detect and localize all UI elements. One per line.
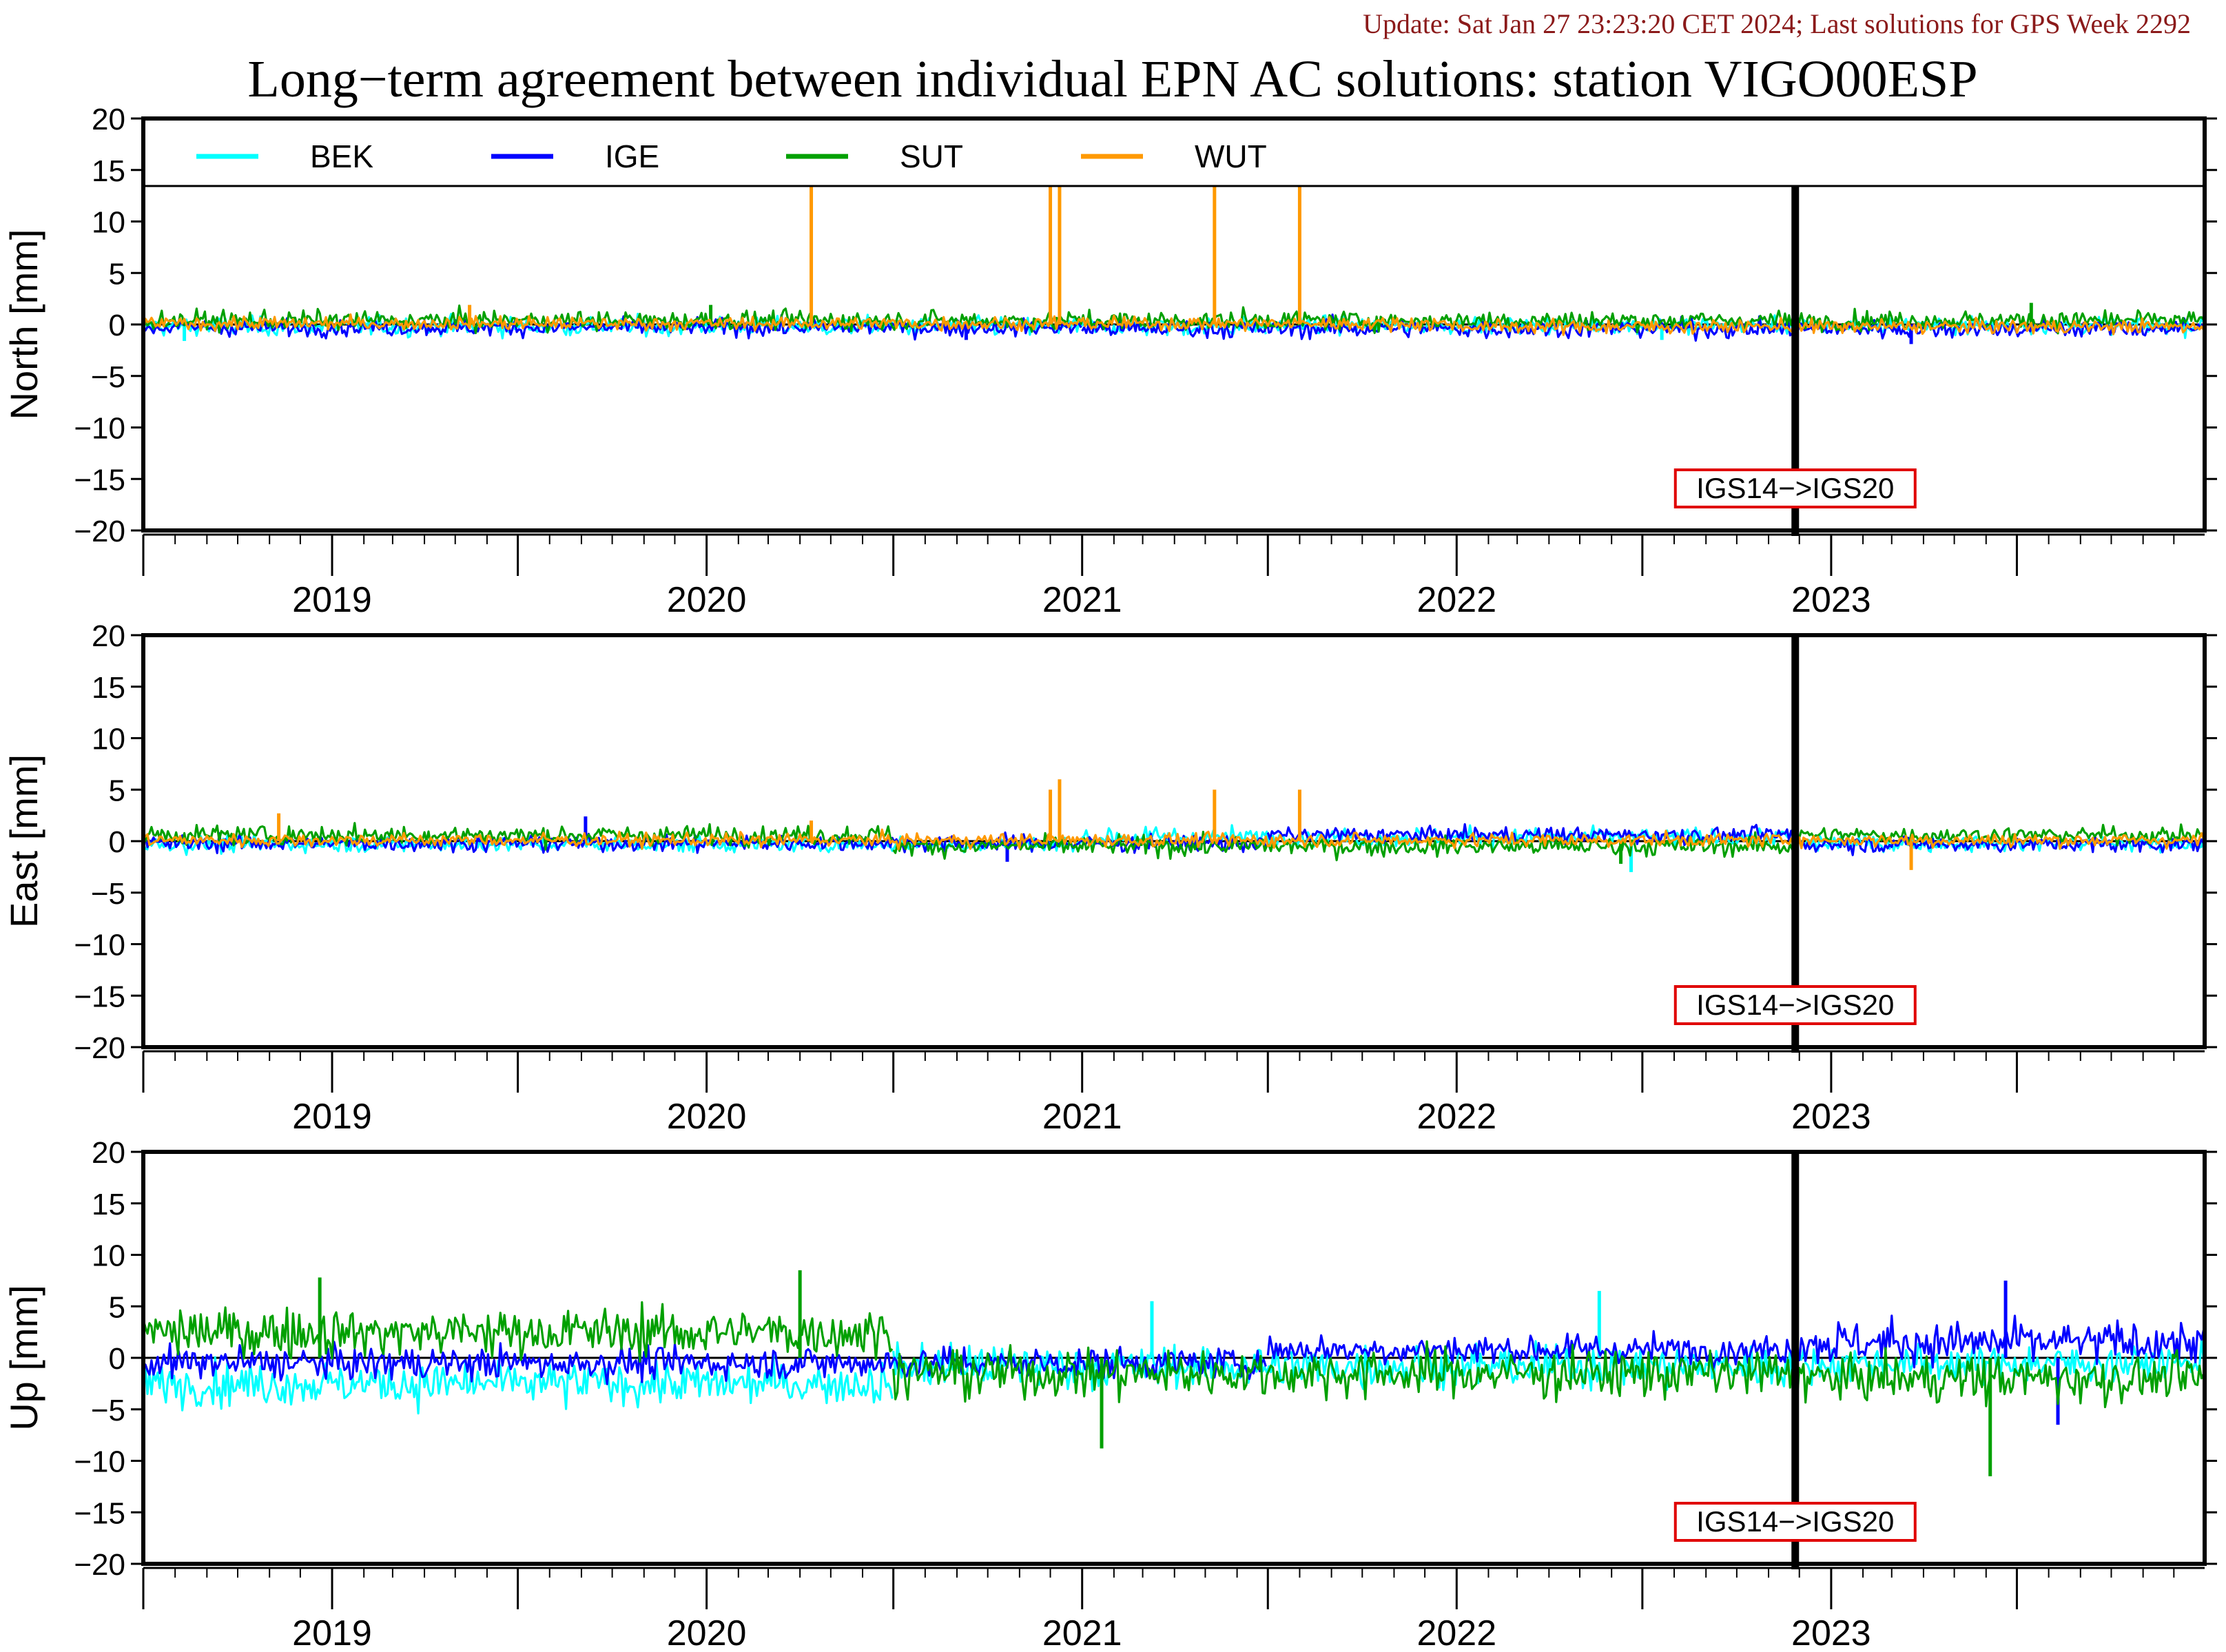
y-tick-label: 10: [92, 206, 125, 240]
y-tick-label: −5: [91, 360, 125, 394]
y-tick-label: 15: [92, 1188, 125, 1221]
y-tick-label: −5: [91, 1394, 125, 1427]
y-tick-label: −10: [74, 1445, 125, 1479]
series-line-wut: [143, 313, 2205, 336]
x-year-label: 2022: [1416, 1097, 1496, 1137]
x-year-label: 2023: [1791, 580, 1871, 620]
series-line-ige: [143, 1314, 2205, 1385]
y-axis-label: Up [mm]: [2, 1285, 45, 1431]
legend-label-wut: WUT: [1195, 138, 1267, 174]
panel-1: 20 15 10 5 0 −5 −10 −15 −20 North [mm] IGS14−>IGS2…: [2, 103, 2217, 620]
series-line-wut: [143, 828, 2205, 851]
y-tick-label: 20: [92, 619, 125, 653]
legend-label-bek: BEK: [310, 138, 373, 174]
panel-2: 20 15 10 5 0 −5 −10 −15 −20 East [mm] IGS14−>IGS20…: [2, 619, 2217, 1137]
y-tick-label: 5: [109, 1290, 125, 1324]
legend-label-sut: SUT: [900, 138, 963, 174]
y-tick-label: 10: [92, 723, 125, 756]
x-year-label: 2023: [1791, 1613, 1871, 1652]
x-year-label: 2019: [292, 1613, 372, 1652]
y-tick-label: 0: [109, 309, 125, 342]
series-group: [143, 1270, 2205, 1476]
y-tick-label: 20: [92, 1136, 125, 1170]
frame-change-label: IGS14−>IGS20: [1696, 1505, 1894, 1538]
y-tick-label: −15: [74, 980, 125, 1013]
y-tick-label: 0: [109, 825, 125, 859]
y-tick-label: 15: [92, 671, 125, 705]
y-tick-label: −20: [74, 1031, 125, 1065]
x-year-label: 2020: [667, 1613, 747, 1652]
y-tick-label: −20: [74, 1548, 125, 1582]
x-year-label: 2019: [292, 580, 372, 620]
plot-frame: [141, 633, 2207, 1049]
y-tick-label: −5: [91, 877, 125, 911]
y-tick-label: −10: [74, 412, 125, 446]
y-tick-label: 10: [92, 1239, 125, 1273]
series-group: [143, 779, 2205, 872]
frame-change-label: IGS14−>IGS20: [1696, 989, 1894, 1021]
x-year-label: 2021: [1042, 1097, 1122, 1137]
x-year-label: 2020: [667, 580, 747, 620]
plot-frame: [141, 1150, 2207, 1566]
y-tick-label: −15: [74, 463, 125, 497]
update-info: Update: Sat Jan 27 23:23:20 CET 2024; La…: [1363, 8, 2191, 39]
plot-frame: [141, 116, 2207, 533]
x-year-label: 2022: [1416, 1613, 1496, 1652]
legend: BEK IGE SUT WUT: [196, 138, 1267, 174]
y-tick-label: 5: [109, 257, 125, 291]
frame-change-box: [1673, 1502, 1917, 1542]
series-line-ige: [143, 313, 2205, 342]
y-tick-label: −10: [74, 929, 125, 962]
frame-change-box: [1673, 468, 1917, 508]
x-year-label: 2021: [1042, 1613, 1122, 1652]
y-tick-label: 20: [92, 103, 125, 136]
y-tick-label: 5: [109, 774, 125, 807]
x-year-label: 2019: [292, 1097, 372, 1137]
x-year-label: 2023: [1791, 1097, 1871, 1137]
y-tick-label: 15: [92, 154, 125, 188]
x-year-label: 2022: [1416, 580, 1496, 620]
chart-title: Long−term agreement between individual E…: [247, 50, 1977, 108]
panels: 20 15 10 5 0 −5 −10 −15 −20 North [mm] IGS14−>IGS2…: [2, 103, 2217, 1652]
y-axis-label: North [mm]: [2, 229, 45, 420]
frame-change-box: [1673, 985, 1917, 1025]
y-tick-label: −20: [74, 515, 125, 548]
x-year-label: 2020: [667, 1097, 747, 1137]
y-tick-label: 0: [109, 1342, 125, 1376]
y-tick-label: −15: [74, 1496, 125, 1530]
legend-label-ige: IGE: [605, 138, 659, 174]
frame-change-label: IGS14−>IGS20: [1696, 472, 1894, 504]
x-year-label: 2021: [1042, 580, 1122, 620]
panel-3: 20 15 10 5 0 −5 −10 −15 −20 Up [mm] IGS14−>IGS20 20…: [2, 1136, 2217, 1652]
series-line-sut: [143, 1301, 2205, 1409]
y-axis-label: East [mm]: [2, 754, 45, 928]
series-group: [143, 186, 2205, 344]
